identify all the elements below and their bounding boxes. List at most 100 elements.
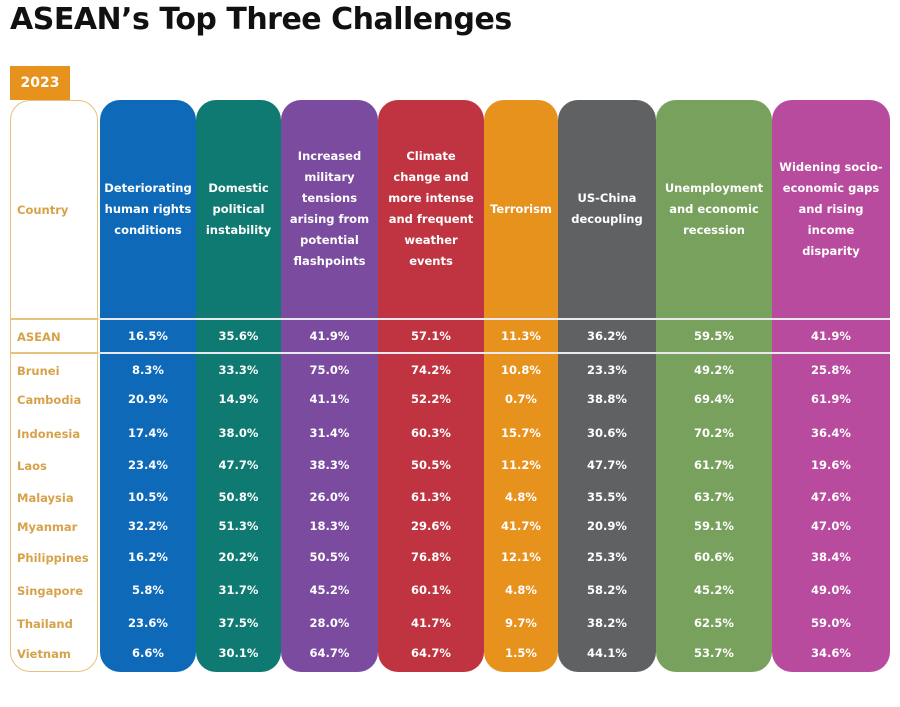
- value-cell: 33.3%: [218, 363, 259, 377]
- value-cell: 36.4%: [811, 426, 851, 440]
- country-label: Cambodia: [17, 393, 82, 407]
- value-cell: 34.6%: [811, 646, 851, 660]
- value-cell: 60.3%: [411, 426, 451, 440]
- value-cell: 49.2%: [694, 363, 734, 377]
- value-cell: 45.2%: [309, 583, 350, 597]
- value-cell: 11.2%: [501, 458, 541, 472]
- country-label: Laos: [17, 459, 47, 473]
- value-cell: 61.3%: [411, 490, 451, 504]
- value-cell: 47.6%: [811, 490, 851, 504]
- value-cell: 50.5%: [309, 550, 350, 564]
- value-cell: 58.2%: [587, 583, 627, 597]
- value-cell: 14.9%: [218, 392, 259, 406]
- value-cell: 41.1%: [309, 392, 350, 406]
- value-cell: 23.6%: [128, 616, 168, 630]
- value-cell: 4.8%: [505, 490, 537, 504]
- value-cell: 64.7%: [309, 646, 350, 660]
- value-cell: 32.2%: [128, 519, 168, 533]
- value-cell: 64.7%: [411, 646, 451, 660]
- row-divider: [10, 318, 890, 320]
- value-cell: 57.1%: [411, 329, 451, 343]
- value-cell: 75.0%: [309, 363, 350, 377]
- value-cell: 47.0%: [811, 519, 851, 533]
- column-header: Unemployment and economic recession: [664, 180, 764, 237]
- value-cell: 16.5%: [128, 329, 168, 343]
- value-cell: 41.9%: [309, 329, 350, 343]
- value-cell: 11.3%: [501, 329, 541, 343]
- year-badge: 2023: [10, 66, 70, 100]
- value-cell: 41.7%: [501, 519, 541, 533]
- value-cell: 53.7%: [694, 646, 734, 660]
- country-header: Country: [17, 202, 69, 217]
- column-header: Domestic political instability: [205, 180, 272, 237]
- value-cell: 36.2%: [587, 329, 627, 343]
- country-label: Indonesia: [17, 427, 81, 441]
- value-cell: 23.3%: [587, 363, 627, 377]
- value-cell: 37.5%: [218, 616, 259, 630]
- country-label: Singapore: [17, 584, 84, 598]
- value-cell: 26.0%: [309, 490, 350, 504]
- value-cell: 25.3%: [587, 550, 627, 564]
- value-cell: 10.5%: [128, 490, 168, 504]
- value-cell: 50.8%: [218, 490, 259, 504]
- value-cell: 52.2%: [411, 392, 451, 406]
- column-header: Climate change and more intense and freq…: [388, 149, 474, 268]
- column-header: Increased military tensions arising from…: [289, 149, 370, 268]
- value-cell: 38.2%: [587, 616, 627, 630]
- value-cell: 45.2%: [694, 583, 734, 597]
- country-row-divider: [10, 352, 98, 354]
- value-cell: 41.7%: [411, 616, 451, 630]
- value-cell: 16.2%: [128, 550, 168, 564]
- country-label: Brunei: [17, 364, 60, 378]
- value-cell: 44.1%: [587, 646, 627, 660]
- value-cell: 59.5%: [694, 329, 734, 343]
- value-cell: 12.1%: [501, 550, 541, 564]
- value-cell: 59.1%: [694, 519, 734, 533]
- value-cell: 20.9%: [128, 392, 168, 406]
- value-cell: 19.6%: [811, 458, 851, 472]
- country-label: Vietnam: [17, 647, 71, 661]
- value-cell: 59.0%: [811, 616, 851, 630]
- value-cell: 29.6%: [411, 519, 451, 533]
- challenge-column: Deteriorating human rights conditions 16.…: [100, 100, 196, 672]
- country-column: Country ASEAN Brunei Cambodia Indonesia Laos M…: [10, 100, 98, 672]
- value-cell: 23.4%: [128, 458, 168, 472]
- value-cell: 49.0%: [811, 583, 851, 597]
- country-label: Malaysia: [17, 491, 74, 505]
- value-cell: 20.2%: [218, 550, 259, 564]
- value-cell: 35.5%: [587, 490, 627, 504]
- value-cell: 25.8%: [811, 363, 851, 377]
- challenge-column: Widening socio-economic gaps and rising …: [772, 100, 890, 672]
- value-cell: 60.1%: [411, 583, 451, 597]
- value-cell: 10.8%: [501, 363, 541, 377]
- value-cell: 0.7%: [505, 392, 537, 406]
- value-cell: 31.4%: [309, 426, 350, 440]
- value-cell: 6.6%: [132, 646, 164, 660]
- column-header: Deteriorating human rights conditions: [104, 180, 192, 237]
- value-cell: 9.7%: [505, 616, 537, 630]
- challenge-column: US-China decoupling 36.2% 23.3% 38.8% 30.6% 4…: [558, 100, 656, 672]
- column-header: US-China decoupling: [571, 191, 643, 226]
- value-cell: 41.9%: [811, 329, 851, 343]
- row-divider: [10, 352, 890, 354]
- country-label: Philippines: [17, 551, 89, 565]
- value-cell: 15.7%: [501, 426, 541, 440]
- challenge-column: Terrorism 11.3% 10.8% 0.7% 15.7% 11.2% 4.8% 41.…: [484, 100, 558, 672]
- value-cell: 5.8%: [132, 583, 164, 597]
- value-cell: 76.8%: [411, 550, 451, 564]
- value-cell: 28.0%: [309, 616, 350, 630]
- value-cell: 38.3%: [309, 458, 350, 472]
- challenge-column: Increased military tensions arising from…: [281, 100, 378, 672]
- value-cell: 70.2%: [694, 426, 734, 440]
- challenge-column: Unemployment and economic recession 59.5%…: [656, 100, 772, 672]
- country-label: Thailand: [17, 617, 73, 631]
- value-cell: 51.3%: [218, 519, 259, 533]
- value-cell: 30.6%: [587, 426, 627, 440]
- value-cell: 69.4%: [694, 392, 734, 406]
- value-cell: 38.4%: [811, 550, 851, 564]
- challenge-column: Domestic political instability 35.6% 33.3%…: [196, 100, 281, 672]
- value-cell: 61.9%: [811, 392, 851, 406]
- value-cell: 4.8%: [505, 583, 537, 597]
- value-cell: 35.6%: [218, 329, 259, 343]
- page-title: ASEAN’s Top Three Challenges: [10, 2, 512, 37]
